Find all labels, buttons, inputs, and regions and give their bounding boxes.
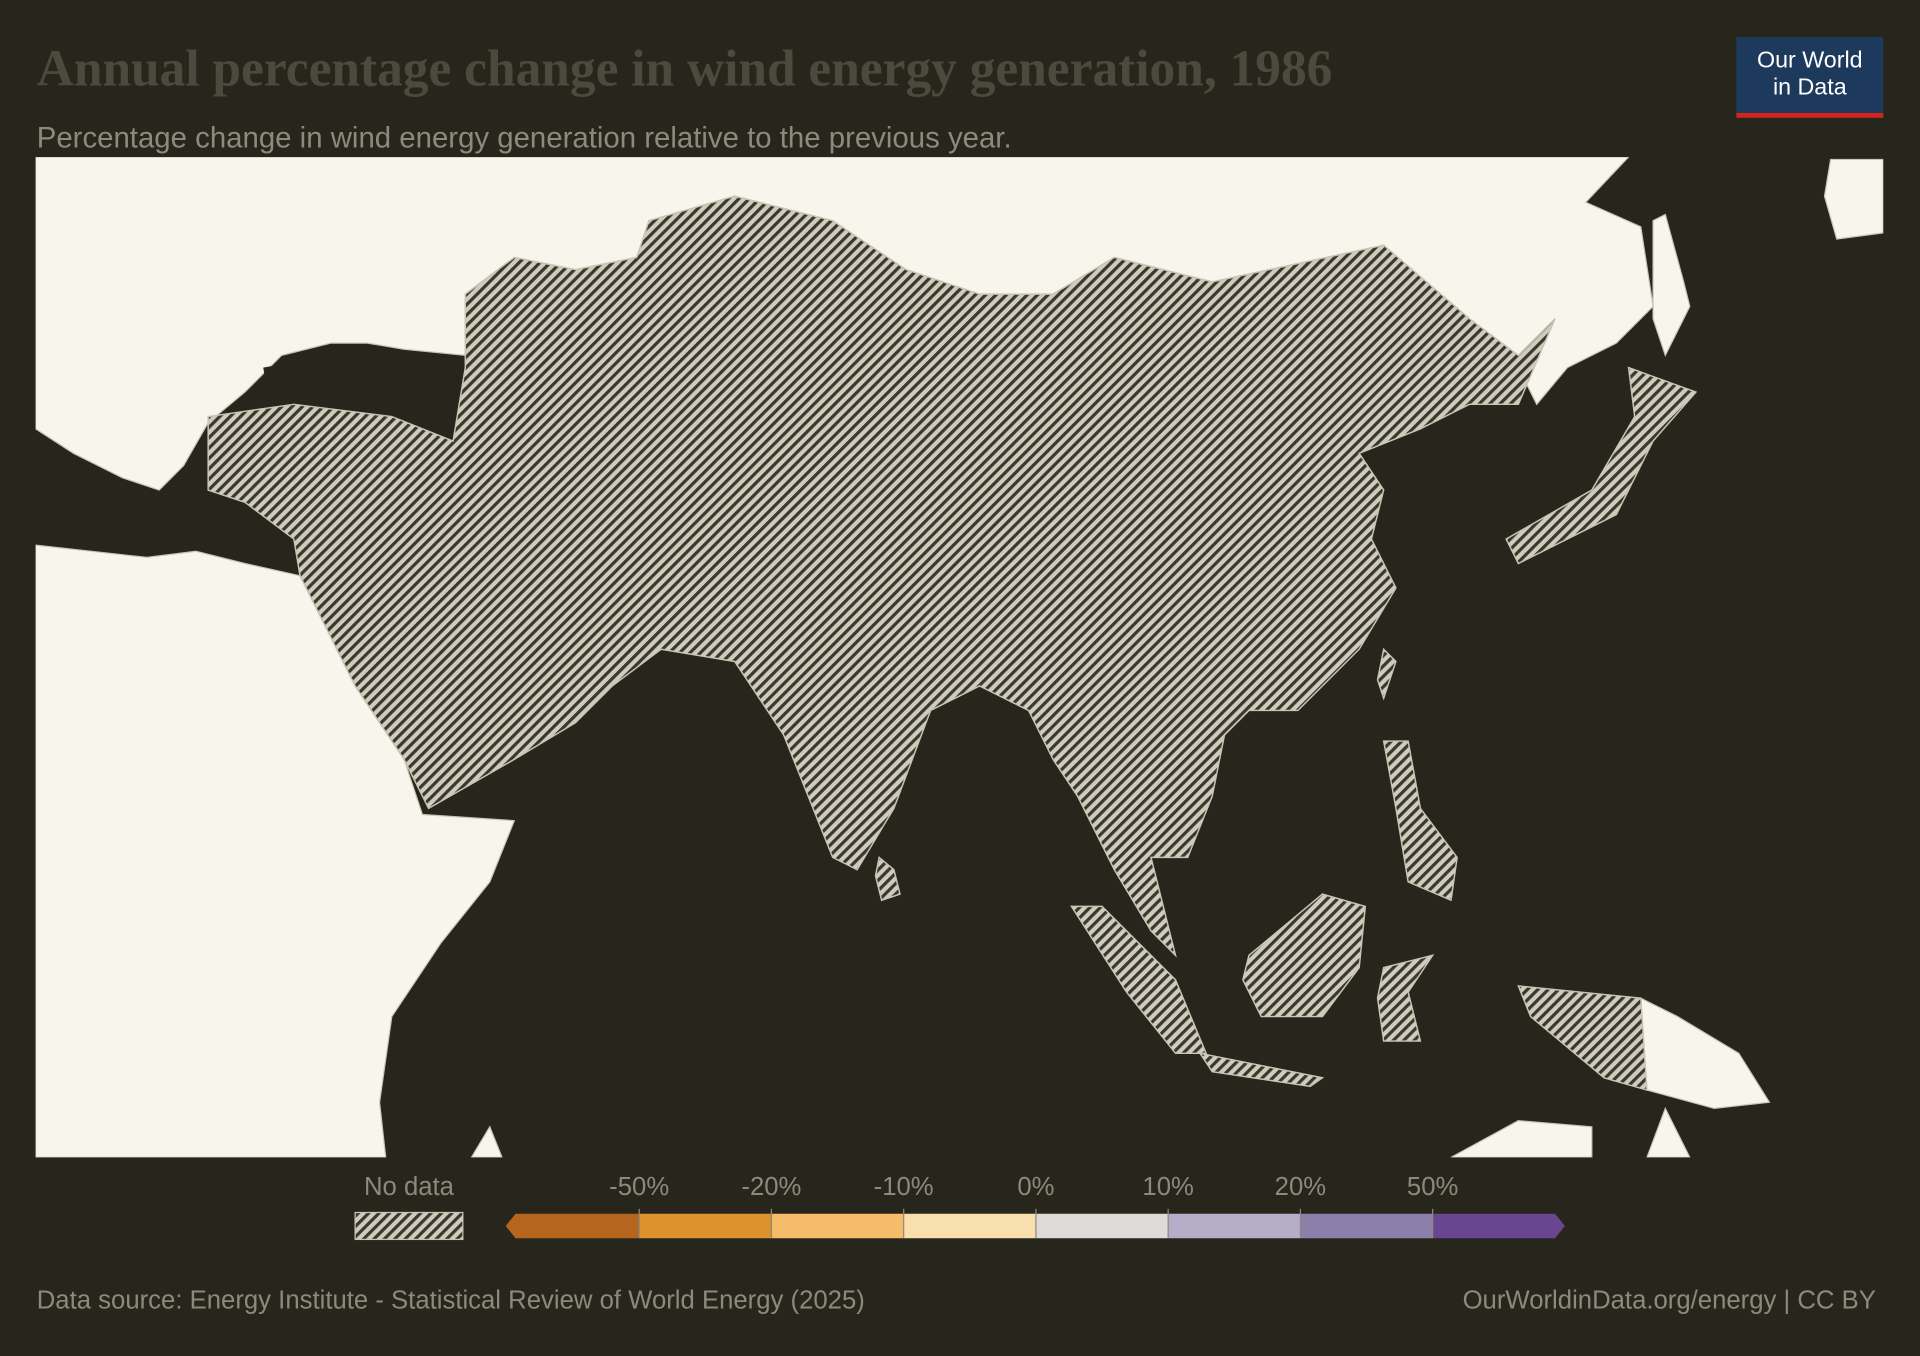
logo-text: in Data: [1773, 74, 1847, 100]
land: [470, 1125, 503, 1158]
sea: [263, 355, 392, 417]
no-data-region: [1070, 905, 1208, 1055]
legend-tick-label: -10%: [874, 1173, 934, 1201]
legend-tick-label: 0%: [1017, 1173, 1054, 1201]
no-data-region: [1376, 954, 1435, 1042]
no-data-region: [1382, 740, 1458, 902]
legend-bin[interactable]: [639, 1213, 772, 1239]
land: [1450, 1120, 1593, 1158]
land: [35, 544, 516, 1158]
no-data-swatch[interactable]: [354, 1211, 464, 1241]
legend-tick-label: 20%: [1275, 1173, 1326, 1201]
legend-tick-label: 10%: [1142, 1173, 1193, 1201]
map: [35, 156, 1884, 1158]
logo-box: [1736, 36, 1884, 113]
url[interactable]: OurWorldinData.org/energy | CC BY: [1463, 1287, 1876, 1315]
source: Data source: Energy Institute - Statisti…: [37, 1287, 865, 1315]
legend-bin[interactable]: [505, 1213, 640, 1239]
title: Annual percentage change in wind energy …: [37, 41, 1333, 98]
legend-bin[interactable]: [1035, 1213, 1169, 1239]
legend-bin[interactable]: [1432, 1213, 1565, 1239]
legend-tick-label: 50%: [1407, 1173, 1458, 1201]
no-data-region: [1242, 893, 1367, 1018]
legend: No data -50% -20% -10% 0% 10% 20% 50%: [354, 1173, 1565, 1241]
no-data-region: [207, 195, 1556, 958]
no-data-region: [1505, 366, 1698, 565]
land: [1823, 158, 1884, 240]
logo[interactable]: Our World in Data: [1736, 36, 1884, 118]
land: [1652, 213, 1691, 357]
legend-tick-label: -50%: [609, 1173, 669, 1201]
no-data-region: [874, 856, 901, 902]
legend-tick-label: -20%: [741, 1173, 801, 1201]
legend-bin[interactable]: [771, 1213, 904, 1239]
logo-text: Our World: [1757, 47, 1863, 73]
subtitle: Percentage change in wind energy generat…: [37, 122, 1012, 155]
legend-bin[interactable]: [903, 1213, 1036, 1239]
legend-label: No data: [364, 1173, 455, 1201]
land: [1646, 1106, 1691, 1158]
logo-bar: [1736, 112, 1884, 118]
no-data-region: [1376, 647, 1397, 701]
legend-bin[interactable]: [1168, 1213, 1301, 1239]
no-data-region: [1517, 985, 1648, 1092]
legend-bin[interactable]: [1300, 1213, 1433, 1239]
no-data-region: [1198, 1052, 1325, 1088]
